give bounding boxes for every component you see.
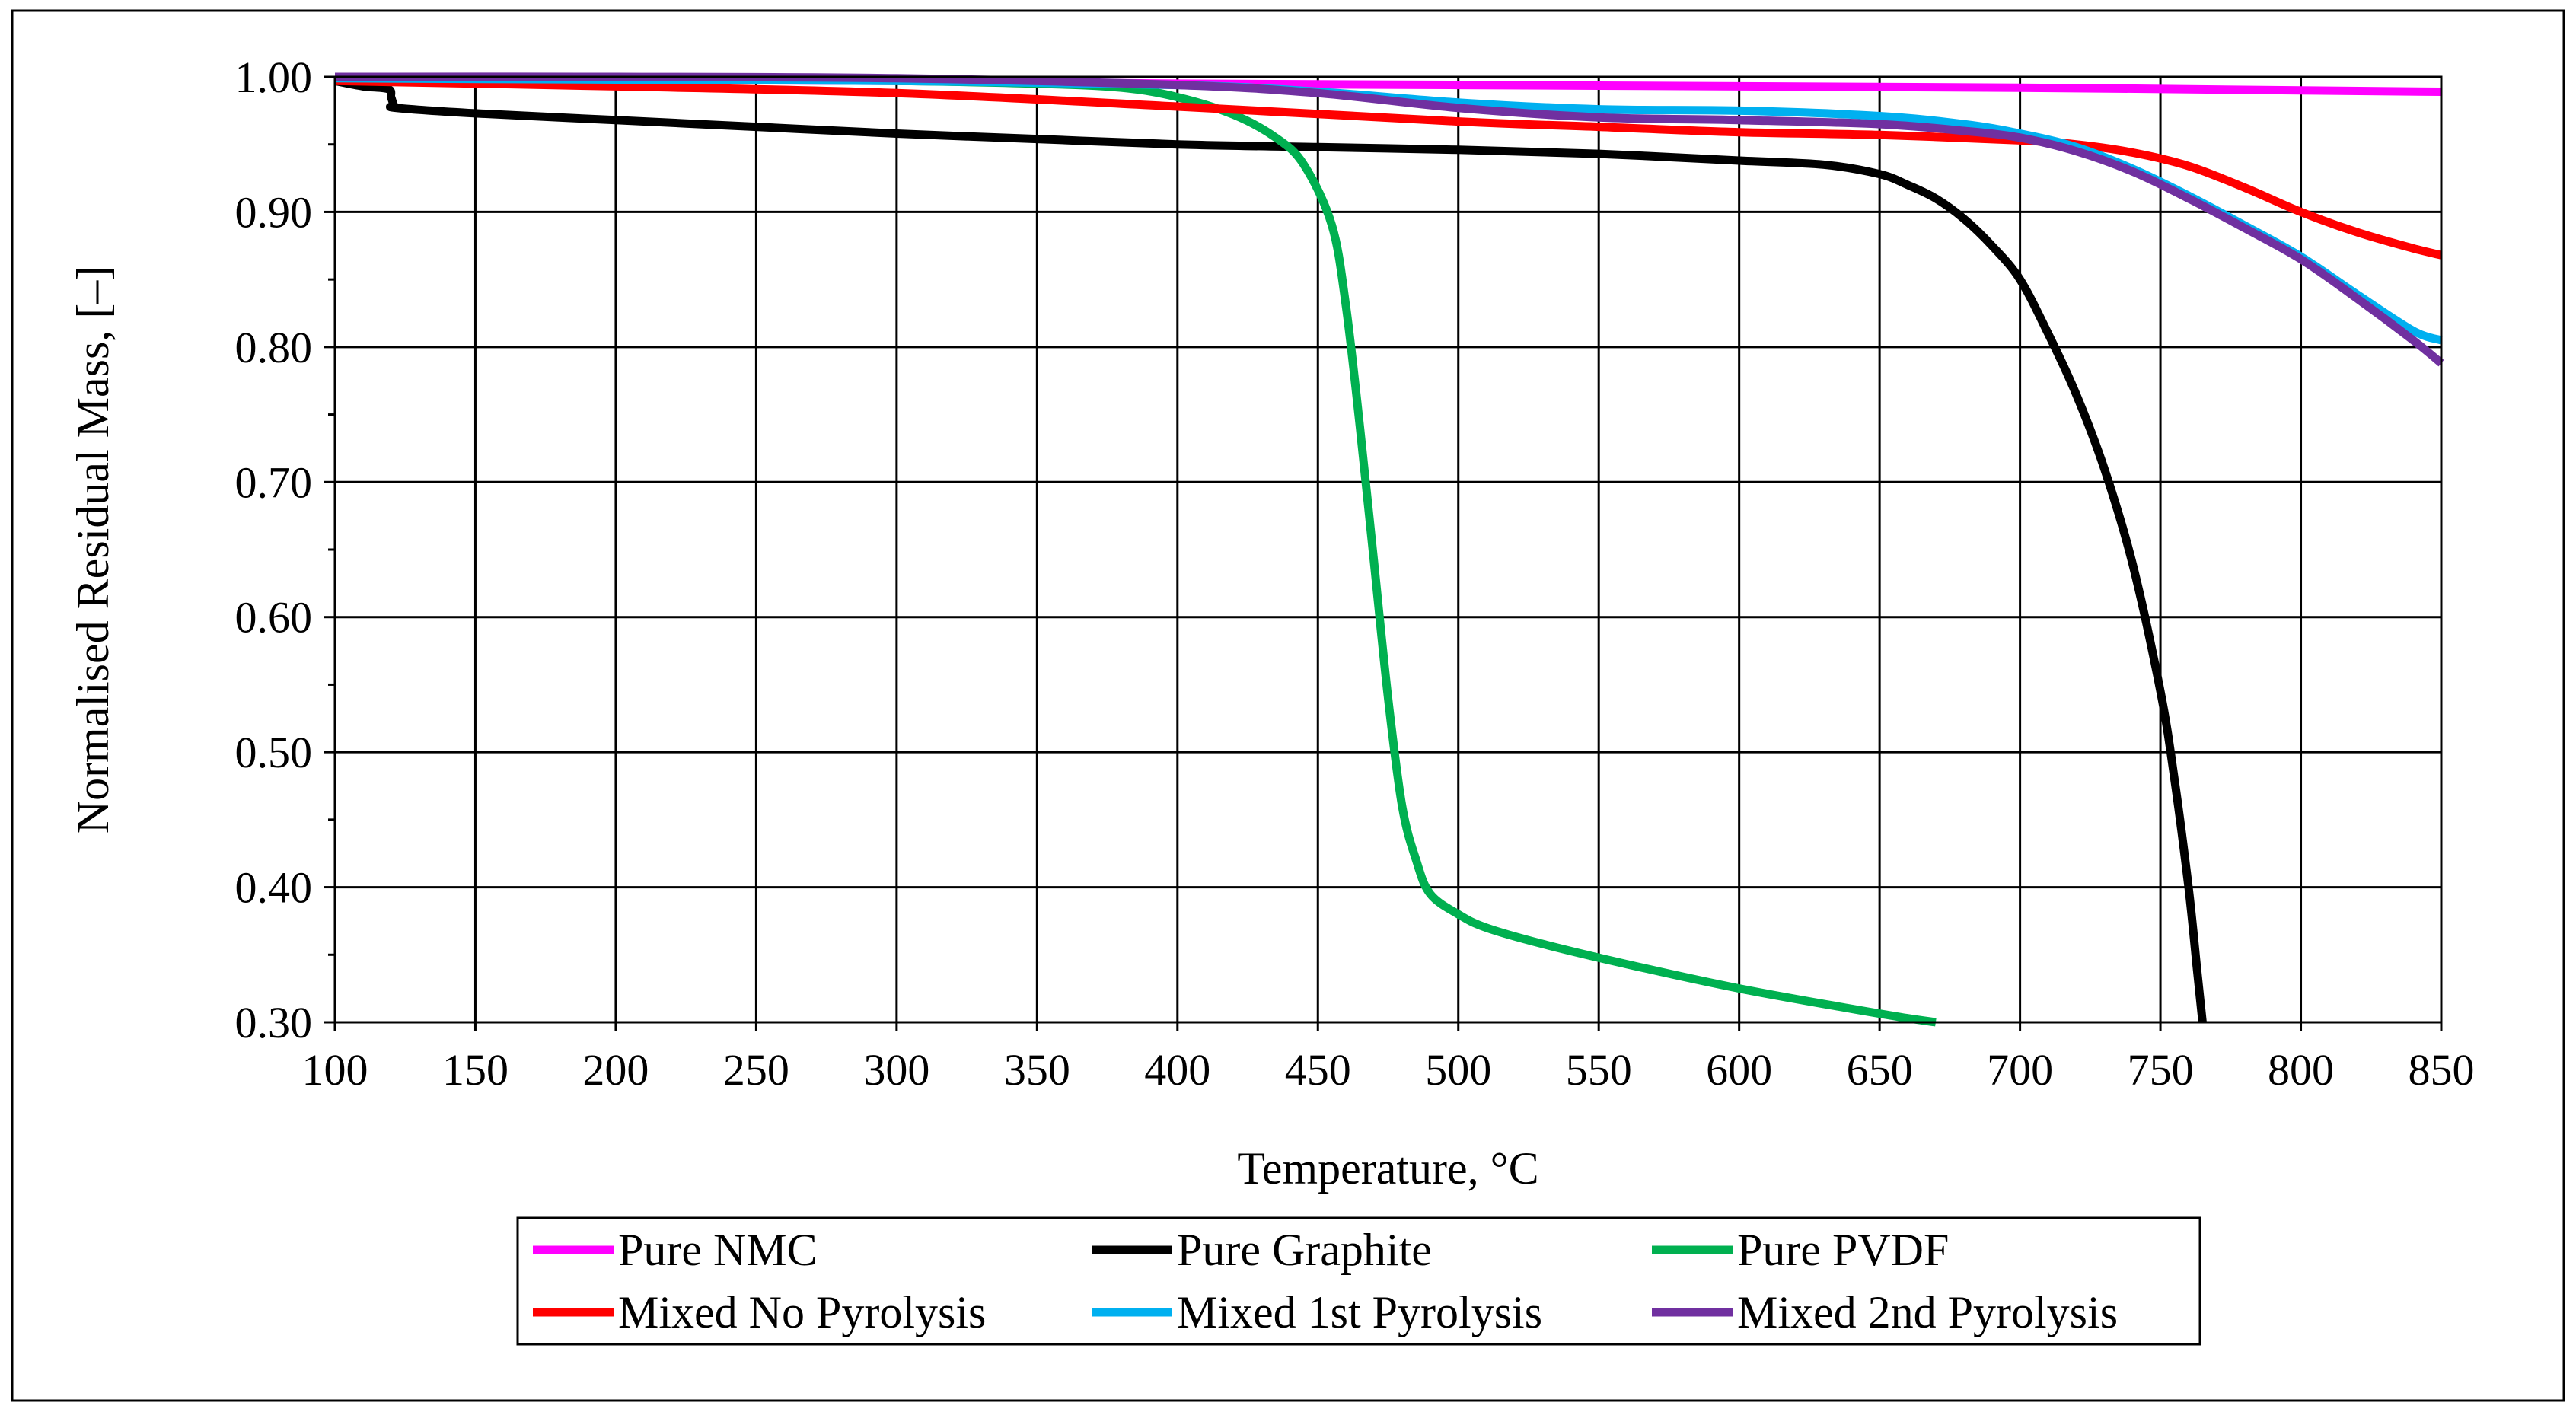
x-tick-label: 150 [442,1045,509,1095]
legend: Pure NMC Pure Graphite Pure PVDF Mixed No P… [516,1216,2201,1346]
y-tick-label: 1.00 [235,53,313,102]
series-line-pure-graphite [333,76,2207,1023]
y-tick-label: 0.60 [235,593,313,642]
x-axis-title: Temperature, °C [1237,1143,1538,1194]
x-tick-label: 500 [1425,1045,1491,1095]
y-tick-label: 0.70 [235,457,313,507]
series-line-mixed-2nd-pyrolysis [334,72,2444,367]
plot-area-border [333,75,2443,1024]
x-tick-label: 600 [1706,1045,1772,1095]
x-tick-label: 700 [1987,1045,2053,1095]
x-tick-label: 300 [863,1045,929,1095]
y-axis-title: Normalised Residual Mass, [–] [68,266,118,834]
series-layer [333,72,2444,1027]
ticks-layer [324,75,2443,1031]
legend-label-mixed-no-pyrolysis: Mixed No Pyrolysis [618,1287,986,1337]
x-tick-label: 550 [1566,1045,1632,1095]
y-tick-label: 0.40 [235,863,313,913]
x-tick-label: 850 [2409,1045,2475,1095]
legend-label-pure-graphite: Pure Graphite [1177,1225,1432,1275]
x-tick-label: 200 [582,1045,649,1095]
x-tick-label: 750 [2128,1045,2194,1095]
legend-label-pure-pvdf: Pure PVDF [1737,1225,1949,1275]
y-tick-label: 0.80 [235,323,313,372]
x-tick-label: 800 [2268,1045,2334,1095]
outer-frame [11,9,2565,1402]
y-tick-labels: 0.30 0.40 0.50 0.60 0.70 0.80 0.90 1.00 [235,53,313,1047]
legend-label-mixed-1st-pyrolysis: Mixed 1st Pyrolysis [1177,1287,1542,1337]
y-tick-label: 0.30 [235,998,313,1047]
series-line-mixed-no-pyrolysis [334,76,2443,260]
x-tick-label: 650 [1847,1045,1913,1095]
y-tick-label: 0.90 [235,187,313,237]
x-tick-label: 450 [1285,1045,1351,1095]
x-tick-label: 250 [723,1045,789,1095]
x-tick-label: 100 [302,1045,368,1095]
legend-box [516,1216,2201,1346]
x-tick-label: 350 [1004,1045,1070,1095]
legend-label-pure-nmc: Pure NMC [618,1225,818,1275]
legend-label-mixed-2nd-pyrolysis: Mixed 2nd Pyrolysis [1737,1287,2118,1337]
x-tick-labels: 100 150 200 250 300 350 400 450 500 550 600 650 700 7… [302,1045,2475,1095]
x-tick-label: 400 [1144,1045,1210,1095]
y-tick-label: 0.50 [235,728,313,777]
